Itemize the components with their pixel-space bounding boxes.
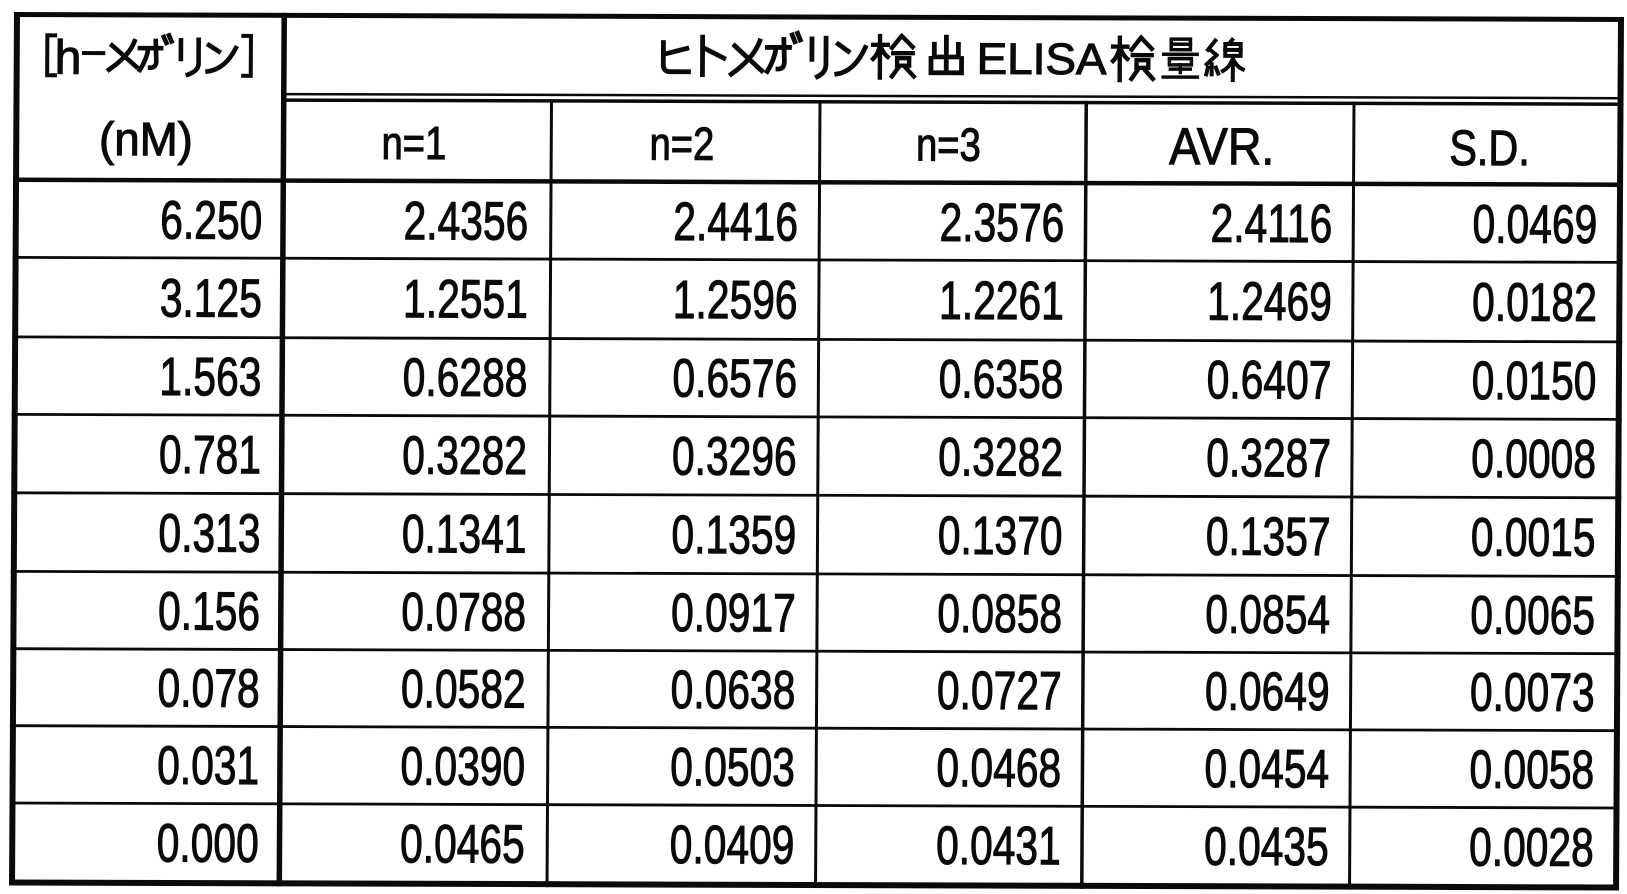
svg-text:AVR.: AVR. (1169, 118, 1275, 176)
svg-text:0.3296: 0.3296 (672, 427, 797, 487)
svg-text:0.6576: 0.6576 (672, 349, 797, 409)
svg-text:6.250: 6.250 (160, 190, 262, 250)
svg-text:n=2: n=2 (649, 118, 714, 170)
svg-text:0.0028: 0.0028 (1469, 818, 1594, 878)
svg-text:1.2596: 1.2596 (673, 270, 798, 330)
svg-text:0.0073: 0.0073 (1470, 663, 1595, 723)
svg-text:0.0727: 0.0727 (937, 661, 1062, 721)
svg-text:0.3287: 0.3287 (1206, 428, 1331, 488)
svg-text:2.3576: 2.3576 (939, 193, 1064, 253)
svg-text:n=1: n=1 (381, 117, 446, 169)
svg-text:0.1357: 0.1357 (1206, 507, 1331, 567)
svg-text:0.0150: 0.0150 (1472, 351, 1597, 411)
svg-text:1.2469: 1.2469 (1207, 272, 1332, 332)
svg-text:0.000: 0.000 (157, 813, 259, 873)
svg-text:0.0854: 0.0854 (1205, 585, 1330, 645)
svg-text:2.4356: 2.4356 (403, 191, 528, 251)
svg-text:0.1341: 0.1341 (402, 504, 527, 564)
svg-text:3.125: 3.125 (160, 268, 262, 328)
svg-text:h: h (55, 32, 82, 85)
svg-text:0.0649: 0.0649 (1205, 662, 1330, 722)
svg-text:0.0431: 0.0431 (936, 816, 1061, 876)
svg-text:2.4416: 2.4416 (673, 192, 798, 252)
svg-text:0.6288: 0.6288 (403, 348, 528, 408)
svg-text:(nM): (nM) (99, 112, 193, 165)
svg-text:0.0454: 0.0454 (1204, 739, 1329, 799)
svg-text:0.0435: 0.0435 (1204, 817, 1329, 877)
svg-text:0.078: 0.078 (157, 658, 259, 718)
svg-text:0.0182: 0.0182 (1472, 273, 1597, 333)
svg-text:0.1370: 0.1370 (938, 506, 1063, 566)
svg-text:0.0468: 0.0468 (936, 738, 1061, 798)
svg-text:1.2551: 1.2551 (403, 269, 528, 329)
svg-text:0.031: 0.031 (157, 736, 259, 796)
svg-text:0.0015: 0.0015 (1471, 508, 1596, 568)
svg-text:0.6407: 0.6407 (1207, 350, 1332, 410)
svg-text:0.0788: 0.0788 (401, 582, 526, 642)
svg-text:0.0917: 0.0917 (671, 583, 796, 643)
svg-text:0.0638: 0.0638 (670, 660, 795, 720)
svg-text:2.4116: 2.4116 (1210, 194, 1332, 254)
svg-text:1.563: 1.563 (159, 347, 261, 407)
svg-text:0.3282: 0.3282 (402, 426, 527, 486)
svg-text:0.3282: 0.3282 (938, 427, 1063, 487)
svg-text:0.0390: 0.0390 (400, 737, 525, 797)
svg-text:0.156: 0.156 (158, 581, 260, 641)
svg-text:0.0058: 0.0058 (1469, 740, 1594, 800)
svg-text:0.1359: 0.1359 (671, 505, 796, 565)
svg-text:1.2261: 1.2261 (939, 271, 1064, 331)
svg-text:0.781: 0.781 (159, 425, 261, 485)
svg-text:0.0409: 0.0409 (670, 815, 795, 875)
svg-text:0.0065: 0.0065 (1470, 586, 1595, 646)
svg-text:0.0582: 0.0582 (401, 659, 526, 719)
svg-text:0.0008: 0.0008 (1471, 429, 1596, 489)
svg-text:0.0465: 0.0465 (400, 814, 525, 874)
svg-text:S.D.: S.D. (1449, 120, 1530, 176)
svg-text:n=3: n=3 (916, 118, 981, 170)
svg-text:0.0503: 0.0503 (670, 737, 795, 797)
svg-text:0.313: 0.313 (158, 503, 260, 563)
svg-text:ELISA: ELISA (977, 35, 1108, 84)
svg-text:0.6358: 0.6358 (939, 349, 1064, 409)
svg-text:0.0858: 0.0858 (937, 584, 1062, 644)
svg-text:0.0469: 0.0469 (1472, 195, 1597, 255)
